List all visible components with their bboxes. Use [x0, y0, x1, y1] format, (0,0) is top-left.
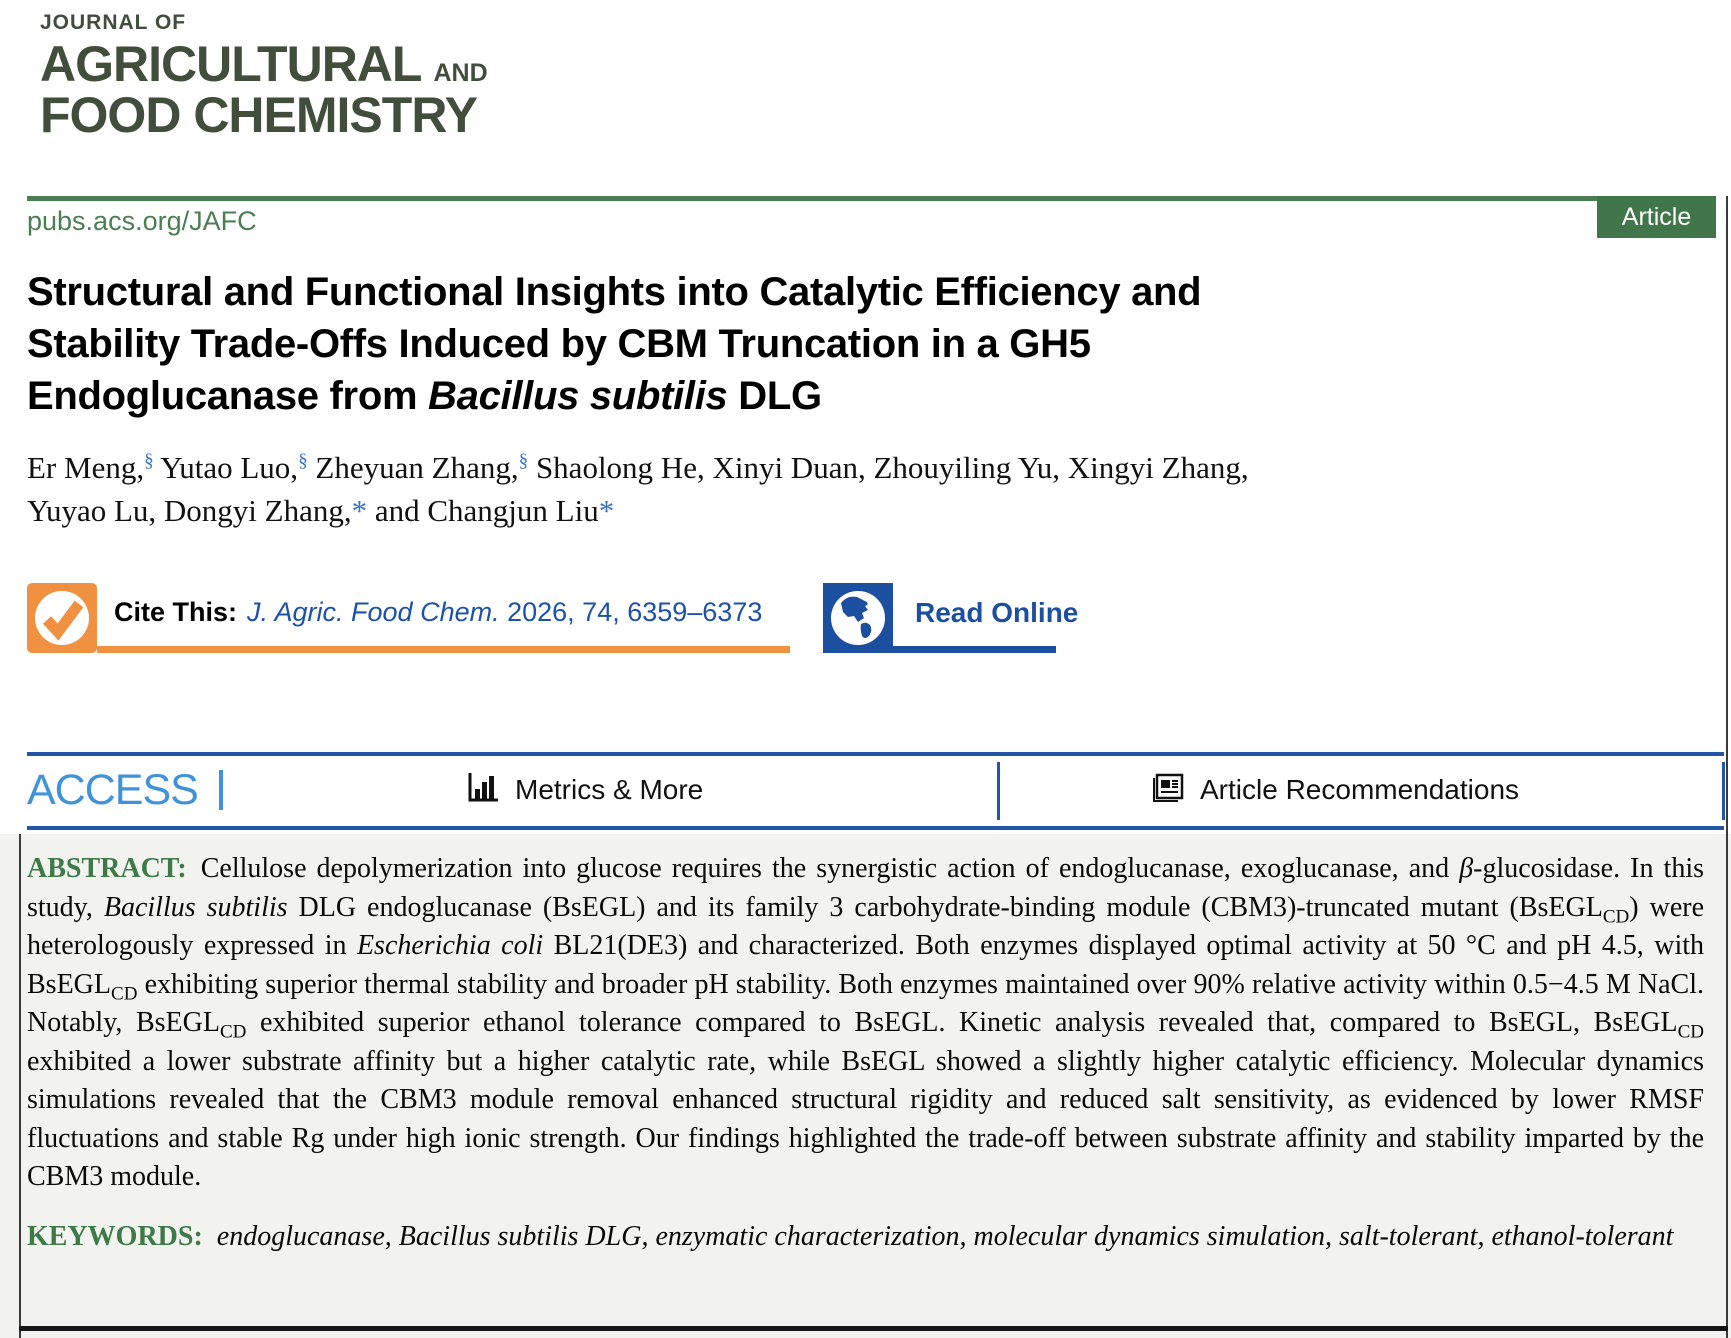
- access-divider: [219, 770, 223, 810]
- abstract-body: Cellulose depolymerization into glucose …: [27, 853, 1705, 1192]
- bar-chart-icon: [465, 769, 501, 812]
- author-line-2: Yuyao Lu, Dongyi Zhang,* and Changjun Li…: [27, 493, 615, 528]
- cite-underline: [97, 646, 790, 653]
- header-rule: [27, 196, 1597, 201]
- author-list: Er Meng,§ Yutao Luo,§ Zheyuan Zhang,§ Sh…: [27, 446, 1697, 532]
- article-title: Structural and Functional Insights into …: [27, 266, 1697, 422]
- article-type-badge: Article: [1597, 196, 1716, 238]
- access-bar-bottom-rule: [27, 826, 1724, 830]
- journal-logo-line2: FOOD CHEMISTRY: [40, 87, 478, 143]
- journal-logo-line1: AGRICULTURAL AND: [40, 36, 488, 92]
- page-left-edge: [19, 834, 21, 1338]
- read-online-underline: [893, 646, 1056, 653]
- access-bar-top-rule: [27, 752, 1724, 756]
- title-line-3: Endoglucanase from Bacillus subtilis DLG: [27, 374, 822, 418]
- metrics-and-more-button[interactable]: Metrics & More: [465, 764, 703, 816]
- cite-check-icon: [27, 583, 97, 653]
- cite-this-label: Cite This:: [114, 597, 238, 627]
- access-section-divider: [997, 762, 1000, 820]
- page-right-edge: [1726, 196, 1728, 1338]
- title-line-2: Stability Trade-Offs Induced by CBM Trun…: [27, 322, 1091, 366]
- journal-logo: JOURNAL OF AGRICULTURAL AND FOOD CHEMIST…: [40, 12, 488, 141]
- title-line-1: Structural and Functional Insights into …: [27, 270, 1202, 314]
- article-recommendations-icon: [1150, 769, 1186, 812]
- access-end-divider: [1722, 762, 1725, 820]
- keywords-line: KEYWORDS: endoglucanase, Bacillus subtili…: [27, 1217, 1704, 1257]
- abstract-label: ABSTRACT:: [27, 853, 187, 884]
- article-recommendations-button[interactable]: Article Recommendations: [1150, 764, 1519, 816]
- abstract-paragraph: ABSTRACT: Cellulose depolymerization into…: [27, 850, 1704, 1197]
- read-online-button[interactable]: Read Online: [915, 597, 1079, 628]
- journal-url-link[interactable]: pubs.acs.org/JAFC: [27, 206, 257, 236]
- page-bottom-rule: [19, 1326, 1728, 1331]
- journal-logo-kicker: JOURNAL OF: [40, 11, 187, 34]
- abstract-section: [0, 834, 1731, 1338]
- author-line-1: Er Meng,§ Yutao Luo,§ Zheyuan Zhang,§ Sh…: [27, 450, 1249, 485]
- abstract-flow: ABSTRACT: Cellulose depolymerization into…: [27, 850, 1704, 1257]
- article-recommendations-label: Article Recommendations: [1200, 774, 1520, 805]
- metrics-label: Metrics & More: [515, 774, 704, 805]
- globe-icon[interactable]: [823, 583, 893, 653]
- citation-link[interactable]: J. Agric. Food Chem. 2026, 74, 6359–6373: [247, 597, 763, 627]
- keywords-label: KEYWORDS:: [27, 1220, 203, 1252]
- keywords-text: endoglucanase, Bacillus subtilis DLG, en…: [216, 1220, 1674, 1252]
- access-button[interactable]: ACCESS: [27, 766, 199, 814]
- cite-this: Cite This: J. Agric. Food Chem. 2026, 74,…: [114, 597, 762, 628]
